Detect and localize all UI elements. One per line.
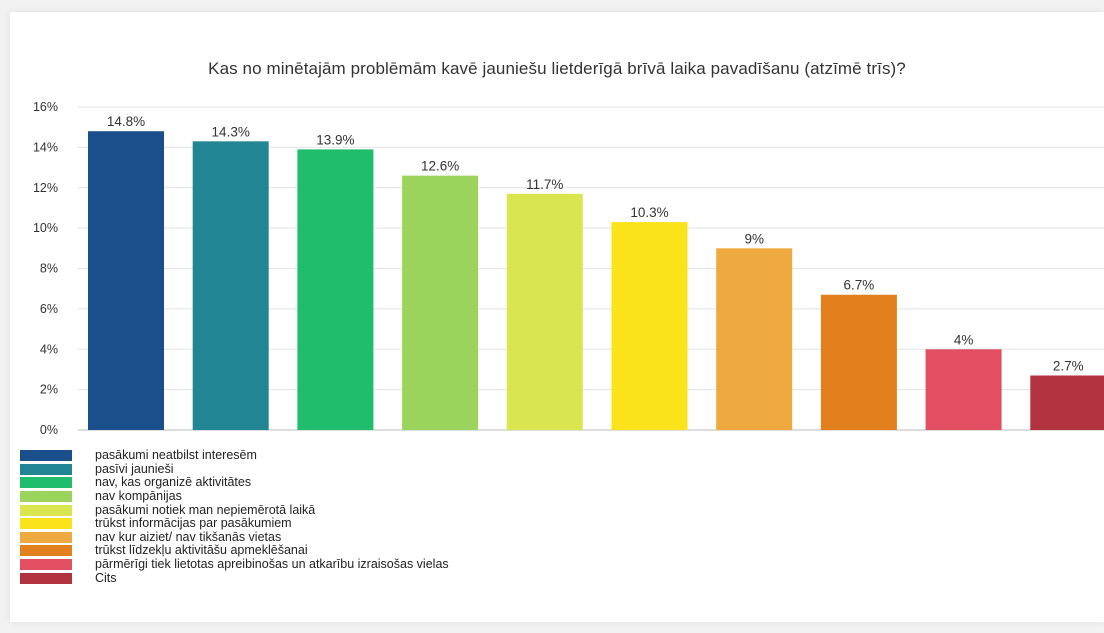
legend-swatch [20, 518, 72, 530]
data-label: 14.3% [212, 124, 250, 139]
legend-item[interactable]: pasākumi notiek man nepiemērotā laikā [20, 503, 449, 517]
legend-label: pārmērīgi tiek lietotas apreibinošas un … [95, 557, 449, 572]
legend-label: trūkst līdzekļu aktivitāšu apmeklēšanai [95, 543, 308, 558]
bar[interactable] [192, 141, 269, 430]
bars [88, 131, 1104, 431]
bar[interactable] [88, 131, 164, 430]
legend: pasākumi neatbilst interesēm pasīvi jauni… [20, 449, 449, 585]
legend-swatch [20, 463, 72, 475]
data-label: 10.3% [630, 205, 668, 220]
legend-label: trūkst informācijas par pasākumiem [95, 516, 292, 531]
legend-item[interactable]: Cits [20, 571, 449, 585]
bar-chart: 0% 2% 4% 6% 8% 10% 12% 14% 16% 14.8% 14.3% 13.9% 12… [33, 100, 1104, 437]
chart-card: Kas no minētajām problēmām kavē jauniešu… [10, 12, 1104, 622]
y-tick-label: 12% [33, 181, 58, 195]
y-tick-label: 14% [33, 140, 58, 154]
legend-item[interactable]: pārmērīgi tiek lietotas apreibinošas un … [20, 558, 449, 572]
legend-swatch [20, 545, 72, 557]
data-label: 4% [954, 332, 974, 347]
legend-item[interactable]: trūkst līdzekļu aktivitāšu apmeklēšanai [20, 544, 449, 558]
y-tick-label: 6% [40, 302, 58, 316]
legend-label: nav kur aiziet/ nav tikšanās vietas [95, 529, 282, 544]
data-label: 13.9% [316, 132, 354, 147]
chart-title: Kas no minētajām problēmām kavē jauniešu… [208, 59, 906, 78]
legend-item[interactable]: pasākumi neatbilst interesēm [20, 449, 449, 463]
legend-swatch [20, 531, 72, 543]
legend-swatch [20, 477, 72, 489]
bar[interactable] [506, 193, 583, 430]
bar[interactable] [716, 248, 793, 430]
data-label: 2.7% [1053, 358, 1084, 373]
bar[interactable] [611, 222, 688, 430]
legend-swatch [20, 559, 72, 571]
data-label: 11.7% [526, 177, 563, 192]
legend-label: Cits [95, 570, 117, 585]
bar[interactable] [402, 175, 479, 430]
legend-item[interactable]: pasīvi jaunieši [20, 461, 449, 477]
y-tick-label: 2% [40, 383, 58, 397]
bar[interactable] [925, 349, 1002, 430]
legend-swatch [20, 572, 72, 584]
legend-swatch [20, 504, 72, 516]
bar[interactable] [1030, 375, 1104, 430]
legend-item[interactable]: nav kur aiziet/ nav tikšanās vietas [20, 529, 449, 545]
legend-item[interactable]: trūkst informācijas par pasākumiem [20, 517, 449, 531]
legend-label: pasākumi notiek man nepiemērotā laikā [95, 502, 316, 517]
legend-item[interactable]: nav, kas organizē aktivitātes [20, 476, 449, 490]
y-tick-label: 4% [40, 342, 58, 356]
y-axis-ticks: 0% 2% 4% 6% 8% 10% 12% 14% 16% [33, 100, 58, 437]
y-tick-label: 10% [33, 221, 58, 235]
legend-label: nav kompānijas [95, 489, 182, 504]
data-labels: 14.8% 14.3% 13.9% 12.6% 11.7% 10.3% 9% 6.7% 4% 2.… [107, 114, 1084, 373]
legend-label: pasīvi jaunieši [95, 461, 174, 476]
bar[interactable] [820, 294, 897, 430]
data-label: 6.7% [844, 278, 875, 293]
legend-swatch [20, 491, 72, 503]
data-label: 12.6% [421, 159, 459, 174]
data-label: 14.8% [107, 114, 145, 129]
legend-swatch [20, 450, 72, 462]
legend-item[interactable]: nav kompānijas [20, 490, 449, 504]
bar[interactable] [297, 149, 374, 431]
y-tick-label: 16% [33, 100, 58, 114]
data-label: 9% [744, 231, 764, 246]
legend-label: nav, kas organizē aktivitātes [95, 475, 252, 490]
legend-label: pasākumi neatbilst interesēm [95, 448, 257, 463]
y-tick-label: 0% [40, 423, 58, 437]
y-tick-label: 8% [40, 262, 58, 276]
